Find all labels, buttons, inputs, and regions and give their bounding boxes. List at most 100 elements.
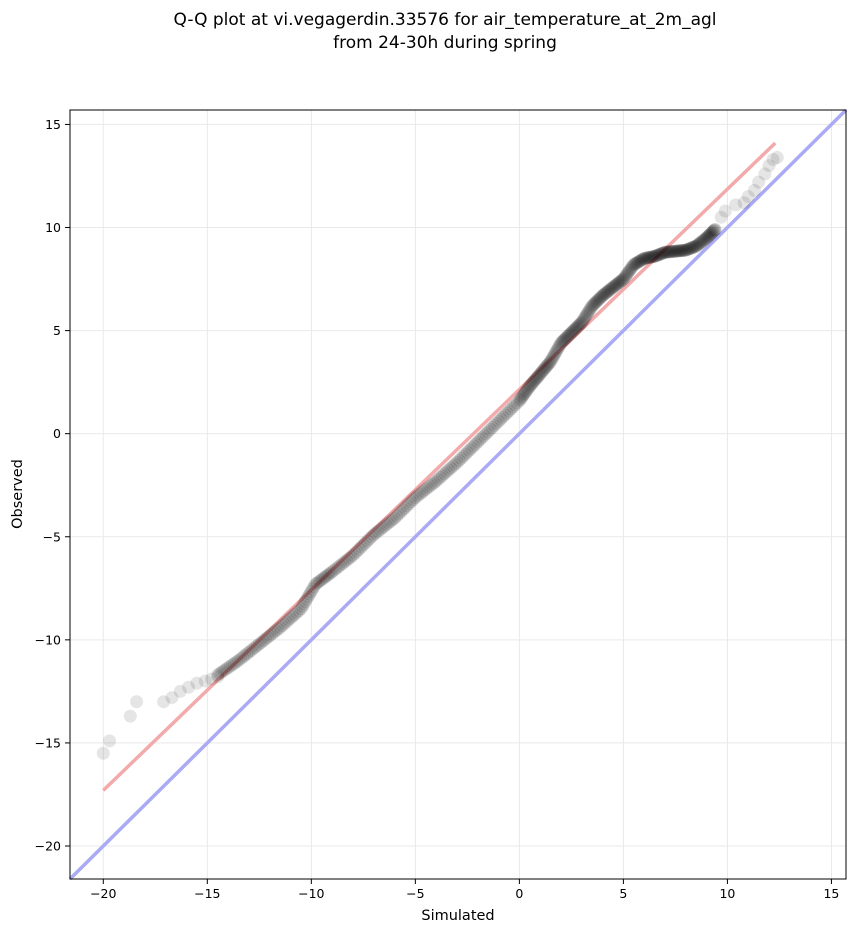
data-point [304, 585, 318, 599]
data-point [354, 540, 368, 554]
data-point [310, 576, 324, 590]
data-point [647, 250, 661, 264]
data-point [624, 262, 638, 276]
data-point [284, 611, 298, 625]
data-point [585, 299, 599, 313]
data-point [626, 259, 640, 273]
data-point [250, 639, 264, 653]
x-tick-label: −5 [406, 886, 424, 901]
data-point [599, 286, 613, 300]
data-point [340, 553, 354, 567]
data-point [689, 239, 703, 253]
data-point [704, 227, 718, 241]
data-point [698, 232, 712, 246]
data-point [404, 495, 418, 509]
data-point [400, 499, 414, 513]
data-point [329, 562, 343, 576]
data-point [687, 240, 701, 254]
data-point [522, 381, 536, 395]
data-point [417, 484, 431, 498]
data-point [563, 327, 577, 341]
data-point [535, 364, 549, 378]
data-point [225, 658, 239, 672]
data-point [481, 425, 495, 439]
data-point [703, 228, 717, 242]
data-point [555, 335, 569, 349]
chart-title-line1: Q-Q plot at vi.vegagerdin.33576 for air_… [173, 10, 716, 30]
data-point [473, 433, 487, 447]
data-point [385, 513, 399, 527]
data-point [323, 566, 337, 580]
data-point [718, 204, 732, 218]
data-point [621, 266, 635, 280]
data-point [514, 391, 528, 405]
data-point [371, 524, 385, 538]
x-tick-label: 0 [515, 886, 523, 901]
data-point [444, 461, 458, 475]
data-point [617, 271, 631, 285]
data-point [573, 317, 587, 331]
data-point [604, 282, 618, 296]
data-point [752, 175, 766, 189]
data-point [592, 292, 606, 306]
x-tick-label: 5 [619, 886, 627, 901]
data-point [437, 467, 451, 481]
data-point [659, 245, 673, 259]
data-point [322, 567, 336, 581]
data-point [576, 314, 590, 328]
data-point [603, 283, 617, 297]
data-point [523, 379, 537, 393]
data-point [375, 521, 389, 535]
data-point [695, 234, 709, 248]
data-point [578, 310, 592, 324]
data-point [492, 414, 506, 428]
data-point [609, 278, 623, 292]
data-point [521, 382, 535, 396]
data-point [528, 373, 542, 387]
data-point [242, 645, 256, 659]
data-point [429, 474, 443, 488]
data-point [657, 246, 671, 260]
data-point [450, 456, 464, 470]
data-point [410, 489, 424, 503]
data-point [448, 457, 462, 471]
data-point [519, 385, 533, 399]
data-point [458, 447, 472, 461]
data-point [623, 263, 637, 277]
data-point [600, 285, 614, 299]
data-point [681, 242, 695, 256]
data-point [367, 528, 381, 542]
data-point [460, 445, 474, 459]
data-point [498, 408, 512, 422]
data-point [435, 469, 449, 483]
data-point [479, 427, 493, 441]
data-point [538, 361, 552, 375]
data-point [288, 607, 302, 621]
data-point [549, 345, 563, 359]
data-point [350, 544, 364, 558]
data-point [636, 252, 650, 266]
data-point [419, 482, 433, 496]
data-point [544, 355, 558, 369]
data-point [500, 406, 514, 420]
data-point [494, 412, 508, 426]
data-point [165, 691, 179, 705]
data-point [672, 244, 686, 258]
data-point [606, 280, 620, 294]
data-point [554, 336, 568, 350]
x-tick-label: 10 [719, 886, 735, 901]
data-point [670, 244, 684, 258]
data-point [433, 470, 447, 484]
data-point [550, 343, 564, 357]
data-point [541, 357, 555, 371]
data-point [431, 472, 445, 486]
data-point [747, 183, 761, 197]
data-point [248, 640, 262, 654]
grid [70, 110, 846, 879]
data-point [508, 398, 522, 412]
y-tick-label: −15 [35, 735, 61, 750]
data-point [520, 384, 534, 398]
data-point [551, 342, 565, 356]
data-point [674, 244, 688, 258]
